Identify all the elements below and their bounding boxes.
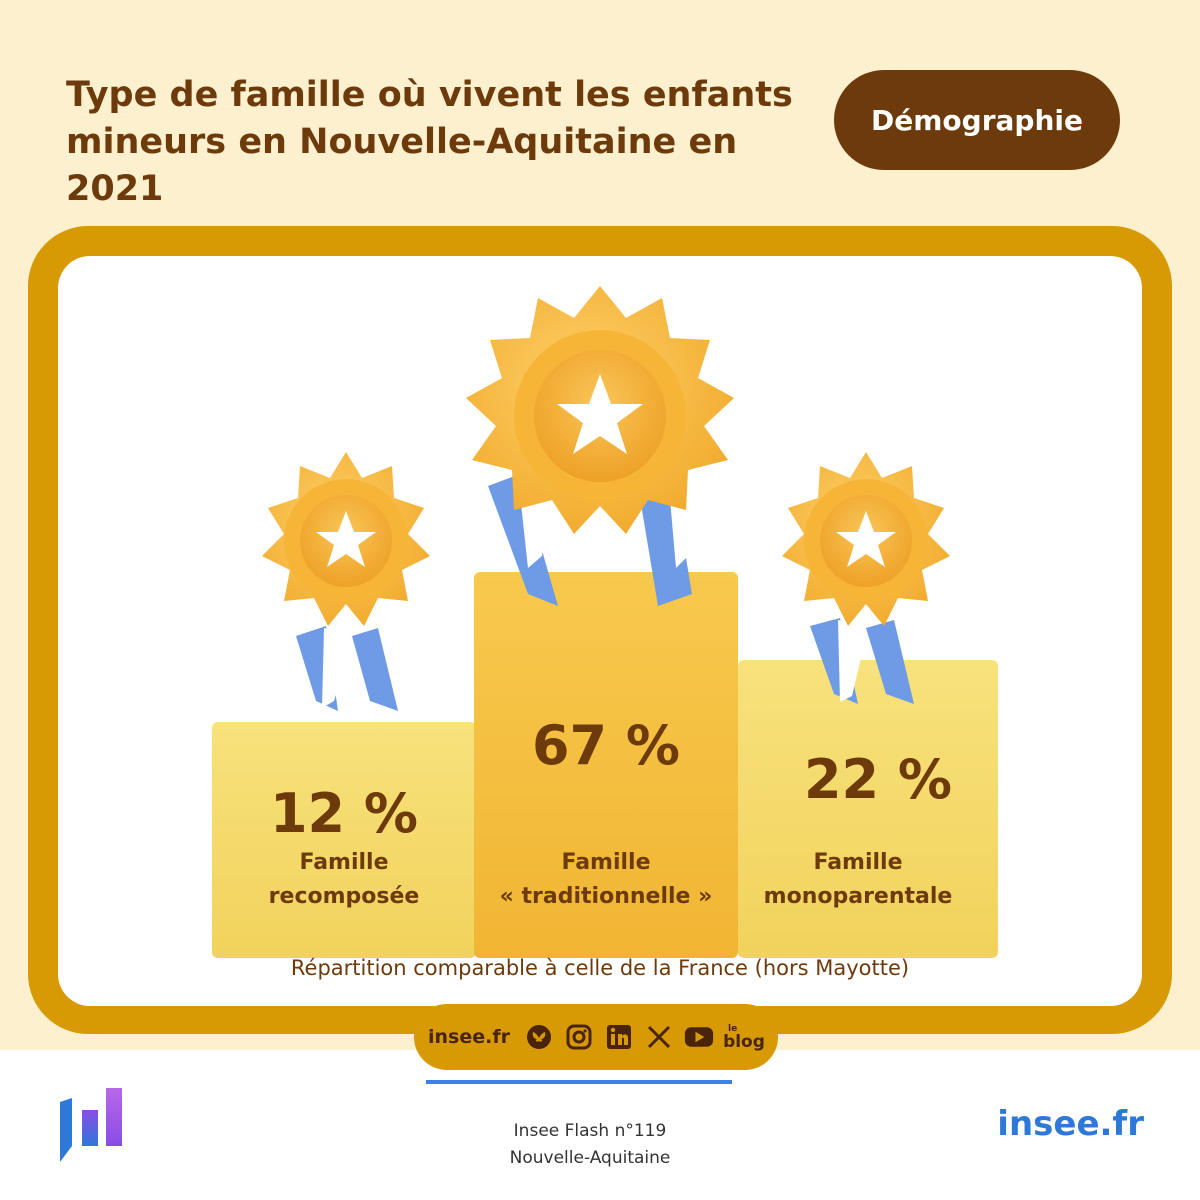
medal-middle-icon (466, 286, 734, 606)
comparison-note: Répartition comparable à celle de la Fra… (290, 956, 910, 980)
label-recomposee-line2: recomposée (268, 884, 420, 909)
blog-icon-top: le (727, 1024, 738, 1034)
social-site-link[interactable]: insee.fr (428, 1026, 510, 1048)
value-monoparentale: 22 % (803, 748, 953, 811)
podium-right (738, 660, 998, 958)
publication-reference: Insee Flash n°119 (513, 1121, 667, 1141)
blog-icon[interactable]: le blog (723, 1022, 765, 1052)
footer (0, 1050, 1200, 1200)
podium-left (212, 722, 476, 958)
value-recomposee: 12 % (269, 782, 419, 845)
insee-logo-icon (60, 1088, 122, 1162)
label-monoparentale-line2: monoparentale (763, 884, 953, 909)
blog-icon-main: blog (723, 1032, 765, 1052)
publication-region: Nouvelle-Aquitaine (509, 1148, 671, 1168)
label-traditionnelle-line2: « traditionnelle » (499, 884, 713, 909)
footer-divider (426, 1080, 732, 1084)
social-bar: insee.fr le blog (414, 1004, 778, 1070)
podium-middle (474, 572, 738, 958)
instagram-icon[interactable] (564, 1022, 594, 1052)
bluesky-icon[interactable] (524, 1022, 554, 1052)
infographic-card: 12 % Famille recomposée 67 % Famille « t… (58, 256, 1142, 1006)
medal-left-icon (262, 452, 430, 711)
brand-link[interactable]: insee.fr (997, 1104, 1144, 1144)
label-recomposee-line1: Famille (299, 850, 389, 875)
x-icon[interactable] (644, 1022, 674, 1052)
label-monoparentale-line1: Famille (813, 850, 903, 875)
category-tag: Démographie (834, 70, 1120, 170)
youtube-icon[interactable] (684, 1022, 714, 1052)
page-title: Type de famille où vivent les enfants mi… (66, 75, 793, 209)
value-traditionnelle: 67 % (531, 714, 681, 777)
label-traditionnelle-line1: Famille (561, 850, 651, 875)
linkedin-icon[interactable] (604, 1022, 634, 1052)
